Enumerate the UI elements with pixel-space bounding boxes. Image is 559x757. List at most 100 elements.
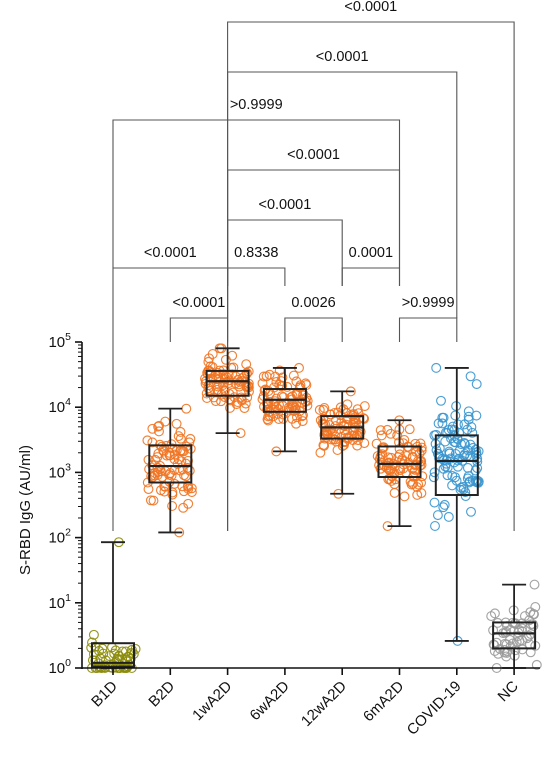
- x-tick-label: B1D: [88, 678, 121, 711]
- data-point: [433, 418, 444, 429]
- data-point: [450, 410, 461, 421]
- data-point: [285, 392, 296, 403]
- data-point: [318, 413, 329, 424]
- y-tick-label: 101: [48, 592, 71, 612]
- data-point: [530, 602, 541, 612]
- data-point: [262, 414, 273, 425]
- p-value-label: <0.0001: [258, 197, 311, 213]
- data-point: [154, 426, 164, 437]
- data-point: [241, 367, 252, 378]
- data-point: [467, 427, 478, 438]
- data-point: [318, 419, 329, 430]
- data-point: [471, 379, 482, 390]
- p-value-label: <0.0001: [173, 295, 226, 311]
- y-axis-label: S-RBD IgG (AU/ml): [17, 445, 34, 575]
- data-point: [392, 430, 403, 441]
- data-point: [262, 404, 273, 415]
- iqr-box: [205, 369, 250, 397]
- data-point: [291, 418, 302, 429]
- y-tick-label: 104: [48, 396, 71, 416]
- data-point: [315, 447, 326, 458]
- p-value-label: 0.0026: [291, 295, 335, 311]
- data-point: [408, 478, 418, 489]
- p-value-label: >0.9999: [230, 97, 283, 113]
- data-point: [88, 629, 99, 640]
- data-point: [338, 404, 349, 415]
- data-point: [437, 418, 448, 429]
- p-value-label: <0.0001: [144, 245, 197, 261]
- data-point: [440, 436, 451, 447]
- data-point: [148, 495, 159, 506]
- data-point: [432, 510, 443, 521]
- p-value-label: <0.0001: [316, 49, 369, 65]
- data-point: [531, 659, 542, 670]
- data-point: [384, 474, 395, 484]
- data-point: [444, 446, 455, 457]
- data-point: [277, 372, 288, 383]
- data-point: [381, 460, 392, 471]
- data-point: [430, 521, 440, 531]
- data-point: [314, 404, 325, 415]
- data-point: [438, 502, 449, 513]
- data-point: [220, 354, 231, 365]
- significance-bracket: >0.9999: [398, 295, 458, 342]
- data-point: [348, 409, 359, 420]
- data-point: [352, 440, 363, 451]
- data-point: [463, 411, 474, 422]
- data-point: [278, 413, 289, 424]
- significance-brackets: <0.0001 0.0026 >0.9999 <0.0001 0.8338 0.0001 <…: [112, 0, 515, 531]
- data-point: [149, 467, 160, 478]
- bracket-line: [169, 317, 229, 342]
- box-12wa2d: [320, 390, 365, 495]
- data-point: [166, 439, 177, 450]
- data-point: [200, 373, 210, 384]
- data-point: [428, 472, 439, 483]
- data-point: [399, 491, 410, 502]
- data-point: [459, 438, 470, 448]
- x-tick-label: COVID-19: [404, 678, 465, 739]
- bracket-line: [284, 317, 343, 342]
- data-point: [231, 399, 242, 410]
- data-point: [182, 480, 193, 491]
- data-point: [212, 368, 223, 378]
- p-value-label: 0.8338: [234, 245, 278, 261]
- data-point: [489, 608, 500, 619]
- data-point: [224, 388, 235, 399]
- data-point: [375, 425, 386, 436]
- data-point: [460, 439, 470, 449]
- data-points: [86, 343, 542, 673]
- data-point: [169, 449, 180, 460]
- data-point: [489, 640, 500, 651]
- box-covid-19: [434, 367, 479, 642]
- x-tick-label: 12wA2D: [298, 678, 350, 730]
- data-point: [466, 506, 476, 517]
- data-point: [389, 487, 400, 498]
- data-point: [153, 421, 164, 432]
- data-point: [359, 401, 370, 412]
- bracket-line: [398, 317, 458, 342]
- data-point: [150, 454, 161, 465]
- data-point: [114, 651, 125, 662]
- data-point: [149, 470, 160, 481]
- data-point: [319, 403, 330, 413]
- data-point: [458, 484, 469, 495]
- data-point: [529, 609, 539, 620]
- data-point: [147, 423, 158, 434]
- data-point: [325, 409, 336, 420]
- p-value-label: 0.0001: [349, 245, 393, 261]
- x-tick-label: 1wA2D: [189, 678, 235, 724]
- data-point: [90, 655, 101, 666]
- data-point: [375, 451, 386, 462]
- iqr-box: [377, 445, 422, 479]
- bracket-line: [341, 267, 401, 286]
- data-point: [376, 430, 387, 441]
- data-point: [175, 433, 186, 444]
- box-6ma2d: [377, 419, 422, 528]
- data-point: [152, 452, 163, 463]
- data-point: [471, 449, 482, 460]
- y-tick-label: 105: [48, 331, 71, 351]
- significance-bracket: <0.0001: [227, 147, 401, 286]
- box-b2d: [148, 407, 193, 534]
- bracket-line: [227, 21, 515, 531]
- data-point: [529, 579, 540, 590]
